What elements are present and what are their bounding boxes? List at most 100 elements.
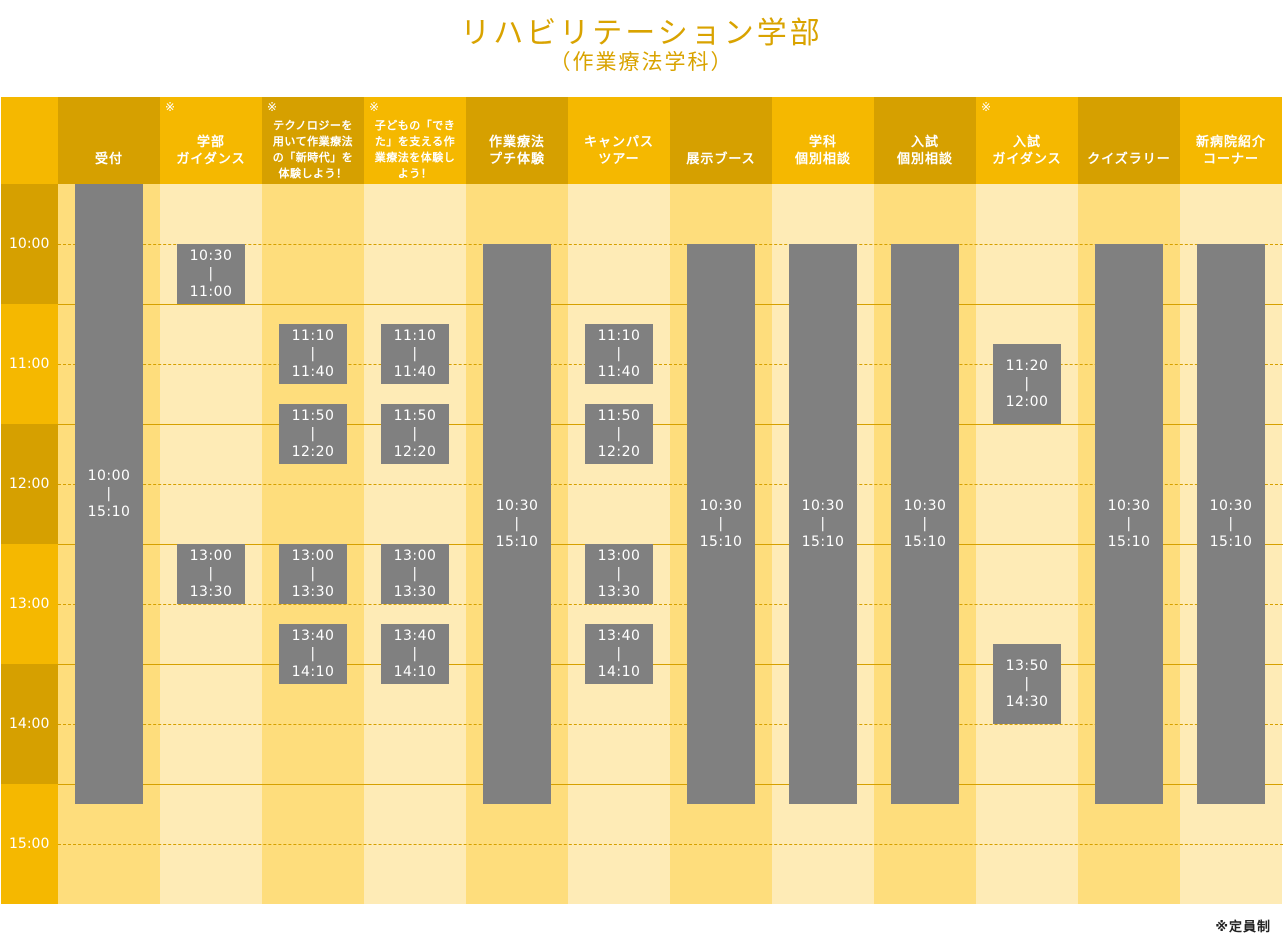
session-end-time: 15:10 <box>801 534 845 550</box>
hour-gridline <box>58 304 1283 305</box>
session-block[interactable]: 13:50 | 14:30 <box>993 644 1061 724</box>
time-separator: | <box>514 516 520 532</box>
session-end-time: 14:10 <box>393 664 437 680</box>
session-block[interactable]: 11:10 | 11:40 <box>381 324 449 384</box>
session-start-time: 10:30 <box>495 498 539 514</box>
column-header: ※ 子どもの「でき た」を支える作 業療法を体験し よう！ <box>364 97 466 184</box>
session-end-time: 14:30 <box>1005 694 1049 710</box>
column-header-label: 入試 個別相談 <box>896 135 953 167</box>
session-block[interactable]: 10:30 | 15:10 <box>891 244 959 804</box>
time-separator: | <box>718 516 724 532</box>
session-end-time: 15:10 <box>1107 534 1151 550</box>
session-end-time: 12:20 <box>291 444 335 460</box>
time-band: 12:00 <box>1 424 58 544</box>
session-block[interactable]: 11:20 | 12:00 <box>993 344 1061 424</box>
session-start-time: 10:30 <box>801 498 845 514</box>
time-separator: | <box>1228 516 1234 532</box>
column-header-label: 展示ブース <box>686 152 756 167</box>
session-end-time: 12:20 <box>393 444 437 460</box>
session-block[interactable]: 13:00 | 13:30 <box>585 544 653 604</box>
page-title: リハビリテーション学部 <box>460 16 823 51</box>
session-end-time: 15:10 <box>87 504 131 520</box>
session-end-time: 11:00 <box>189 284 233 300</box>
session-block[interactable]: 13:00 | 13:30 <box>381 544 449 604</box>
hour-gridline <box>58 424 1283 425</box>
session-start-time: 13:00 <box>597 548 641 564</box>
session-block[interactable]: 11:50 | 12:20 <box>585 404 653 464</box>
time-band: 10:00 <box>1 184 58 304</box>
column-header-label: クイズラリー <box>1087 152 1171 167</box>
time-label: 12:00 <box>9 476 50 492</box>
session-start-time: 11:10 <box>393 328 437 344</box>
time-separator: | <box>106 486 112 502</box>
column-header-label: 入試 ガイダンス <box>992 135 1062 167</box>
session-block[interactable]: 11:50 | 12:20 <box>381 404 449 464</box>
time-label: 11:00 <box>9 356 50 372</box>
column-header-label: キャンパス ツアー <box>583 135 654 167</box>
session-start-time: 13:00 <box>393 548 437 564</box>
session-start-time: 10:30 <box>1209 498 1253 514</box>
session-block[interactable]: 10:30 | 15:10 <box>1095 244 1163 804</box>
time-band: 11:00 <box>1 304 58 424</box>
column-header: キャンパス ツアー <box>568 97 670 184</box>
column-header-label: 作業療法 プチ体験 <box>488 135 545 167</box>
column-header: 入試 個別相談 <box>874 97 976 184</box>
time-separator: | <box>412 346 418 362</box>
column-header: 学科 個別相談 <box>772 97 874 184</box>
session-end-time: 14:10 <box>597 664 641 680</box>
session-end-time: 14:10 <box>291 664 335 680</box>
session-end-time: 12:00 <box>1005 394 1049 410</box>
session-block[interactable]: 10:30 | 15:10 <box>687 244 755 804</box>
hour-gridline <box>58 664 1283 665</box>
session-end-time: 15:10 <box>1209 534 1253 550</box>
time-label: 15:00 <box>9 836 50 852</box>
session-end-time: 13:30 <box>393 584 437 600</box>
session-block[interactable]: 10:30 | 15:10 <box>483 244 551 804</box>
session-block[interactable]: 10:30 | 11:00 <box>177 244 245 304</box>
time-separator: | <box>1126 516 1132 532</box>
capacity-mark-icon: ※ <box>165 100 176 114</box>
session-block[interactable]: 13:40 | 14:10 <box>381 624 449 684</box>
time-separator: | <box>820 516 826 532</box>
time-separator: | <box>616 346 622 362</box>
column-header-label: 学部 ガイダンス <box>176 135 246 167</box>
session-block[interactable]: 10:00 | 15:10 <box>75 184 143 804</box>
column-header-label: 受付 <box>94 152 123 167</box>
column-header: ※ テクノロジーを 用いて作業療法 の「新時代」を 体験しよう！ <box>262 97 364 184</box>
session-block[interactable]: 10:30 | 15:10 <box>1197 244 1265 804</box>
time-separator: | <box>310 426 316 442</box>
session-start-time: 13:00 <box>189 548 233 564</box>
time-separator: | <box>616 426 622 442</box>
half-hour-gridline <box>58 244 1283 245</box>
half-hour-gridline <box>58 724 1283 725</box>
time-separator: | <box>616 566 622 582</box>
column-header: 受付 <box>58 97 160 184</box>
column-header: 展示ブース <box>670 97 772 184</box>
session-end-time: 12:20 <box>597 444 641 460</box>
session-start-time: 13:40 <box>597 628 641 644</box>
session-block[interactable]: 11:10 | 11:40 <box>279 324 347 384</box>
session-block[interactable]: 13:00 | 13:30 <box>279 544 347 604</box>
schedule-table: 10:00 11:00 12:00 13:00 14:00 15:00 受付 ※ 学部 ガイダン… <box>1 97 1283 904</box>
session-start-time: 13:00 <box>291 548 335 564</box>
session-start-time: 13:40 <box>291 628 335 644</box>
session-block[interactable]: 13:40 | 14:10 <box>585 624 653 684</box>
session-block[interactable]: 13:40 | 14:10 <box>279 624 347 684</box>
capacity-mark-icon: ※ <box>369 100 380 114</box>
session-block[interactable]: 11:50 | 12:20 <box>279 404 347 464</box>
column-header-label: テクノロジーを 用いて作業療法 の「新時代」を 体験しよう！ <box>272 119 354 180</box>
session-start-time: 11:50 <box>291 408 335 424</box>
session-block[interactable]: 10:30 | 15:10 <box>789 244 857 804</box>
session-block[interactable]: 11:10 | 11:40 <box>585 324 653 384</box>
time-separator: | <box>412 426 418 442</box>
session-block[interactable]: 13:00 | 13:30 <box>177 544 245 604</box>
time-band: 15:00 <box>1 784 58 904</box>
column-header: ※ 入試 ガイダンス <box>976 97 1078 184</box>
session-start-time: 13:50 <box>1005 658 1049 674</box>
time-band: 13:00 <box>1 544 58 664</box>
time-band: 14:00 <box>1 664 58 784</box>
session-end-time: 15:10 <box>495 534 539 550</box>
time-separator: | <box>616 646 622 662</box>
half-hour-gridline <box>58 484 1283 485</box>
time-separator: | <box>208 266 214 282</box>
